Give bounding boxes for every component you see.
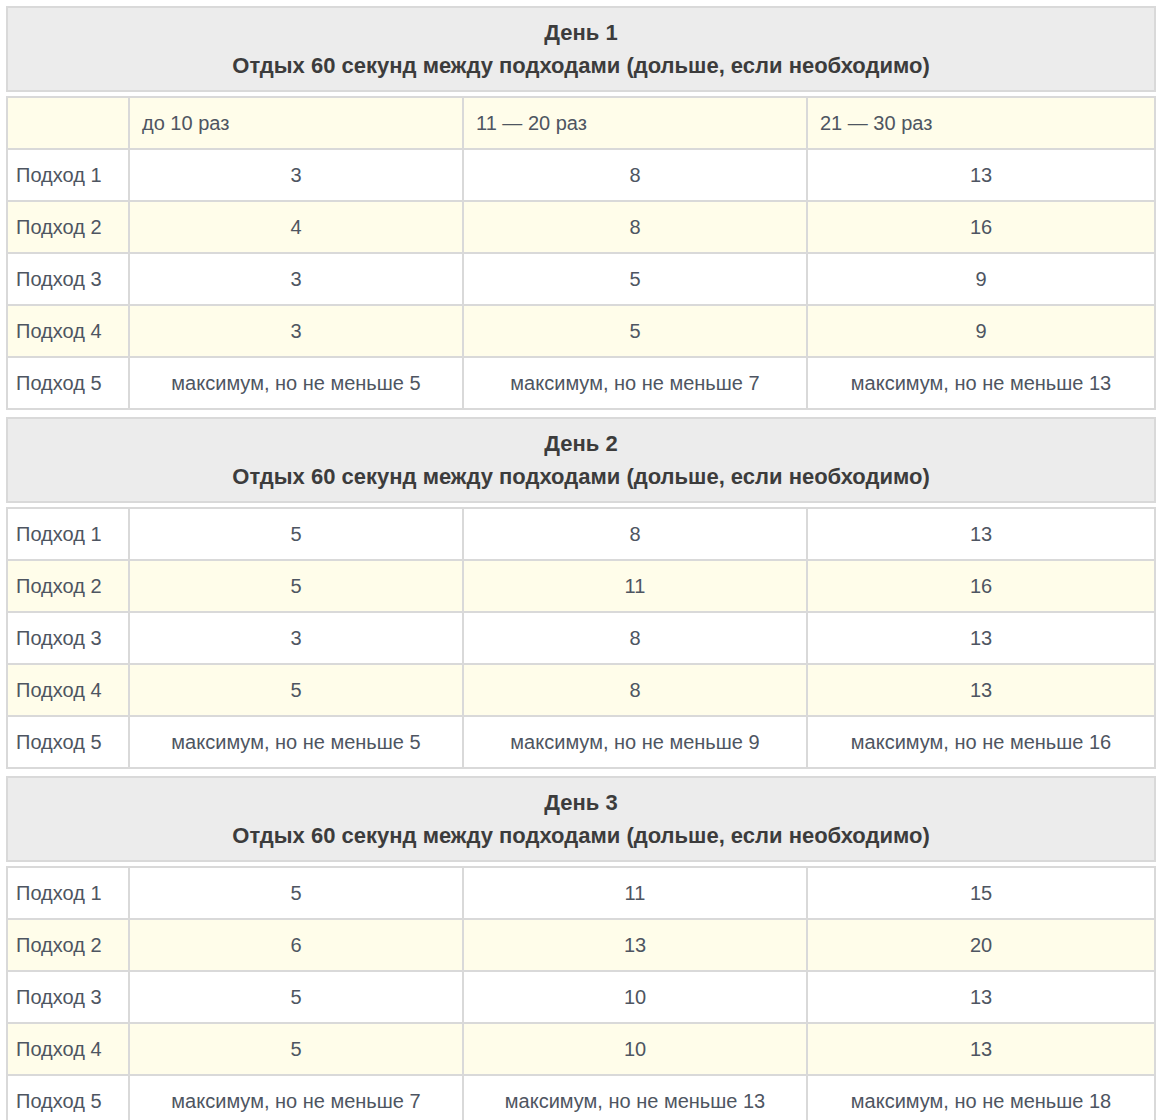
set-label-cell: Подход 3	[7, 971, 129, 1023]
value-cell: 8	[463, 149, 807, 201]
value-cell: 3	[129, 305, 463, 357]
value-cell: 9	[807, 253, 1155, 305]
value-cell: максимум, но не меньше 7	[129, 1075, 463, 1120]
set-label-cell: Подход 2	[7, 560, 129, 612]
set-label-cell: Подход 2	[7, 201, 129, 253]
table-row: Подход 1 5 11 15	[7, 867, 1155, 919]
value-cell: 10	[463, 1023, 807, 1075]
day-1-header: День 1 Отдых 60 секунд между подходами (…	[6, 6, 1156, 92]
value-cell: максимум, но не меньше 9	[463, 716, 807, 768]
value-cell: 13	[807, 149, 1155, 201]
set-label-cell: Подход 3	[7, 612, 129, 664]
set-label-cell: Подход 5	[7, 1075, 129, 1120]
day-2-section: День 2 Отдых 60 секунд между подходами (…	[6, 417, 1156, 769]
value-cell: 6	[129, 919, 463, 971]
day-2-header: День 2 Отдых 60 секунд между подходами (…	[6, 417, 1156, 503]
value-cell: 3	[129, 612, 463, 664]
value-cell: 10	[463, 971, 807, 1023]
table-row: Подход 4 3 5 9	[7, 305, 1155, 357]
value-cell: максимум, но не меньше 7	[463, 357, 807, 409]
value-cell: 3	[129, 149, 463, 201]
value-cell: 5	[129, 664, 463, 716]
value-cell: максимум, но не меньше 13	[807, 357, 1155, 409]
day-subtitle: Отдых 60 секунд между подходами (дольше,…	[18, 49, 1144, 82]
table-row: Подход 1 5 8 13	[7, 508, 1155, 560]
value-cell: 16	[807, 560, 1155, 612]
value-cell: 3	[129, 253, 463, 305]
table-row: Подход 4 5 10 13	[7, 1023, 1155, 1075]
day-title: День 1	[18, 16, 1144, 49]
day-1-table: до 10 раз 11 — 20 раз 21 — 30 раз Подход…	[6, 96, 1156, 410]
value-cell: 5	[129, 560, 463, 612]
day-title: День 2	[18, 427, 1144, 460]
table-row: Подход 5 максимум, но не меньше 5 максим…	[7, 716, 1155, 768]
set-label-cell: Подход 4	[7, 305, 129, 357]
value-cell: 20	[807, 919, 1155, 971]
day-subtitle: Отдых 60 секунд между подходами (дольше,…	[18, 819, 1144, 852]
set-label-cell: Подход 2	[7, 919, 129, 971]
value-cell: 5	[129, 867, 463, 919]
workout-program: День 1 Отдых 60 секунд между подходами (…	[6, 6, 1156, 1120]
table-row: Подход 5 максимум, но не меньше 5 максим…	[7, 357, 1155, 409]
table-row: Подход 4 5 8 13	[7, 664, 1155, 716]
value-cell: 8	[463, 508, 807, 560]
value-cell: 13	[807, 1023, 1155, 1075]
value-cell: максимум, но не меньше 16	[807, 716, 1155, 768]
value-cell: 9	[807, 305, 1155, 357]
value-cell: максимум, но не меньше 18	[807, 1075, 1155, 1120]
column-header-cell: 21 — 30 раз	[807, 97, 1155, 149]
table-row: Подход 2 4 8 16	[7, 201, 1155, 253]
value-cell: максимум, но не меньше 5	[129, 357, 463, 409]
table-row: Подход 3 3 8 13	[7, 612, 1155, 664]
day-subtitle: Отдых 60 секунд между подходами (дольше,…	[18, 460, 1144, 493]
value-cell: 15	[807, 867, 1155, 919]
column-header-cell: 11 — 20 раз	[463, 97, 807, 149]
value-cell: 13	[807, 612, 1155, 664]
table-row: Подход 3 5 10 13	[7, 971, 1155, 1023]
value-cell: максимум, но не меньше 13	[463, 1075, 807, 1120]
value-cell: 5	[129, 971, 463, 1023]
value-cell: 5	[129, 1023, 463, 1075]
value-cell: 13	[807, 508, 1155, 560]
table-row: Подход 3 3 5 9	[7, 253, 1155, 305]
column-header-cell: до 10 раз	[129, 97, 463, 149]
value-cell: 5	[463, 305, 807, 357]
value-cell: максимум, но не меньше 5	[129, 716, 463, 768]
table-row: Подход 5 максимум, но не меньше 7 максим…	[7, 1075, 1155, 1120]
column-header-cell	[7, 97, 129, 149]
value-cell: 4	[129, 201, 463, 253]
value-cell: 13	[807, 971, 1155, 1023]
value-cell: 13	[807, 664, 1155, 716]
table-row: Подход 1 3 8 13	[7, 149, 1155, 201]
table-row: Подход 2 5 11 16	[7, 560, 1155, 612]
set-label-cell: Подход 1	[7, 867, 129, 919]
value-cell: 8	[463, 201, 807, 253]
set-label-cell: Подход 1	[7, 508, 129, 560]
day-3-table: Подход 1 5 11 15 Подход 2 6 13 20 Подход…	[6, 866, 1156, 1120]
value-cell: 11	[463, 867, 807, 919]
table-row: Подход 2 6 13 20	[7, 919, 1155, 971]
value-cell: 5	[129, 508, 463, 560]
value-cell: 11	[463, 560, 807, 612]
set-label-cell: Подход 3	[7, 253, 129, 305]
column-header-row: до 10 раз 11 — 20 раз 21 — 30 раз	[7, 97, 1155, 149]
value-cell: 13	[463, 919, 807, 971]
value-cell: 8	[463, 612, 807, 664]
day-title: День 3	[18, 786, 1144, 819]
day-2-table: Подход 1 5 8 13 Подход 2 5 11 16 Подход …	[6, 507, 1156, 769]
value-cell: 8	[463, 664, 807, 716]
set-label-cell: Подход 1	[7, 149, 129, 201]
day-3-section: День 3 Отдых 60 секунд между подходами (…	[6, 776, 1156, 1120]
set-label-cell: Подход 4	[7, 1023, 129, 1075]
day-1-section: День 1 Отдых 60 секунд между подходами (…	[6, 6, 1156, 410]
set-label-cell: Подход 5	[7, 716, 129, 768]
value-cell: 5	[463, 253, 807, 305]
value-cell: 16	[807, 201, 1155, 253]
set-label-cell: Подход 5	[7, 357, 129, 409]
day-3-header: День 3 Отдых 60 секунд между подходами (…	[6, 776, 1156, 862]
set-label-cell: Подход 4	[7, 664, 129, 716]
